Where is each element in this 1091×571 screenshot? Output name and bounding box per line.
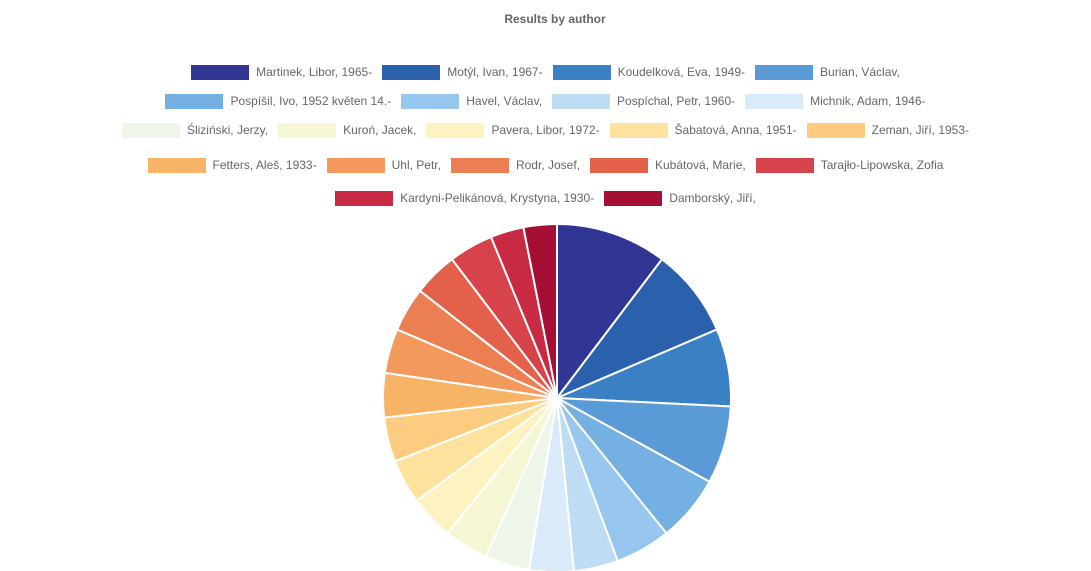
legend-swatch <box>165 93 224 109</box>
legend-item[interactable]: Kardyni-Pelikánová, Krystyna, 1930- <box>335 190 595 206</box>
legend-label: Fetters, Aleš, 1933- <box>212 158 317 172</box>
legend-swatch <box>426 122 485 138</box>
legend-label: Pospíšil, Ivo, 1952 květen 14.- <box>230 94 392 108</box>
legend-item[interactable]: Zeman, Jiří, 1953- <box>806 122 970 138</box>
legend-label: Pavera, Libor, 1972- <box>491 123 600 137</box>
legend-item[interactable]: Uhl, Petr, <box>326 157 441 173</box>
legend-swatch <box>278 122 337 138</box>
legend-item[interactable]: Motýl, Ivan, 1967- <box>382 64 543 80</box>
legend-swatch <box>745 93 804 109</box>
legend-label: Havel, Václav, <box>466 94 543 108</box>
legend-swatch <box>121 122 180 138</box>
legend-item[interactable]: Pospíšil, Ivo, 1952 květen 14.- <box>165 93 392 109</box>
legend-item[interactable]: Pospíchal, Petr, 1960- <box>552 93 736 109</box>
legend-label: Kuroń, Jacek, <box>343 123 417 137</box>
legend-label: Pospíchal, Petr, 1960- <box>617 94 736 108</box>
legend-swatch <box>401 93 460 109</box>
legend-swatch <box>147 157 206 173</box>
legend-item[interactable]: Pavera, Libor, 1972- <box>426 122 600 138</box>
legend-swatch <box>191 64 250 80</box>
legend-item[interactable]: Michnik, Adam, 1946- <box>745 93 926 109</box>
legend-item[interactable]: Kubátová, Marie, <box>590 157 746 173</box>
legend-item[interactable]: Burian, Václav, <box>755 64 900 80</box>
legend-label: Martinek, Libor, 1965- <box>256 65 373 79</box>
legend-swatch <box>552 93 611 109</box>
legend-swatch <box>755 157 814 173</box>
legend-item[interactable]: Koudelková, Eva, 1949- <box>552 64 746 80</box>
legend-swatch <box>450 157 509 173</box>
legend-swatch <box>806 122 865 138</box>
legend-label: Michnik, Adam, 1946- <box>810 94 926 108</box>
legend-item[interactable]: Šabatová, Anna, 1951- <box>609 122 797 138</box>
legend-row: Pospíšil, Ivo, 1952 květen 14.- Havel, V… <box>0 91 1091 111</box>
legend-label: Tarajło-Lipowska, Zofia <box>820 158 944 172</box>
legend-label: Zeman, Jiří, 1953- <box>871 123 970 137</box>
pie-slice[interactable] <box>556 397 619 571</box>
legend-item[interactable]: Tarajło-Lipowska, Zofia <box>755 157 944 173</box>
legend-swatch <box>604 190 663 206</box>
legend-label: Rodr, Josef, <box>515 158 580 172</box>
legend-item[interactable]: Damborský, Jiří, <box>604 190 756 206</box>
legend-row: Śliziński, Jerzy, Kuroń, Jacek, Pavera, … <box>0 120 1091 140</box>
legend-label: Burian, Václav, <box>820 65 900 79</box>
pie-slice[interactable] <box>553 257 719 401</box>
legend-label: Uhl, Petr, <box>391 158 441 172</box>
legend-swatch <box>382 64 441 80</box>
legend-label: Śliziński, Jerzy, <box>186 123 269 137</box>
legend-swatch <box>590 157 648 173</box>
pie-slice[interactable] <box>522 222 558 399</box>
legend: Martinek, Libor, 1965- Motýl, Ivan, 1967… <box>0 0 1091 215</box>
legend-swatch <box>552 64 611 80</box>
legend-item[interactable]: Rodr, Josef, <box>450 157 580 173</box>
pie-slices <box>382 222 732 571</box>
legend-item[interactable]: Martinek, Libor, 1965- <box>191 64 373 80</box>
chart-title: Results by author <box>504 12 606 26</box>
legend-swatch <box>326 157 385 173</box>
legend-row: Fetters, Aleš, 1933- Uhl, Petr, Rodr, Jo… <box>0 155 1091 175</box>
legend-row: Martinek, Libor, 1965- Motýl, Ivan, 1967… <box>0 62 1091 82</box>
legend-item[interactable]: Havel, Václav, <box>401 93 543 109</box>
legend-item[interactable]: Śliziński, Jerzy, <box>121 122 269 138</box>
legend-label: Koudelková, Eva, 1949- <box>617 65 746 79</box>
legend-label: Damborský, Jiří, <box>669 191 756 205</box>
legend-item[interactable]: Kuroń, Jacek, <box>278 122 417 138</box>
legend-label: Motýl, Ivan, 1967- <box>447 65 543 79</box>
legend-item[interactable]: Fetters, Aleš, 1933- <box>147 157 317 173</box>
pie-slice[interactable] <box>556 222 664 401</box>
legend-swatch <box>755 64 814 80</box>
legend-row: Kardyni-Pelikánová, Krystyna, 1930- Damb… <box>0 188 1091 208</box>
legend-label: Šabatová, Anna, 1951- <box>674 123 797 137</box>
legend-swatch <box>335 190 394 206</box>
legend-label: Kubátová, Marie, <box>655 158 746 172</box>
legend-swatch <box>609 122 668 138</box>
legend-label: Kardyni-Pelikánová, Krystyna, 1930- <box>400 191 595 205</box>
